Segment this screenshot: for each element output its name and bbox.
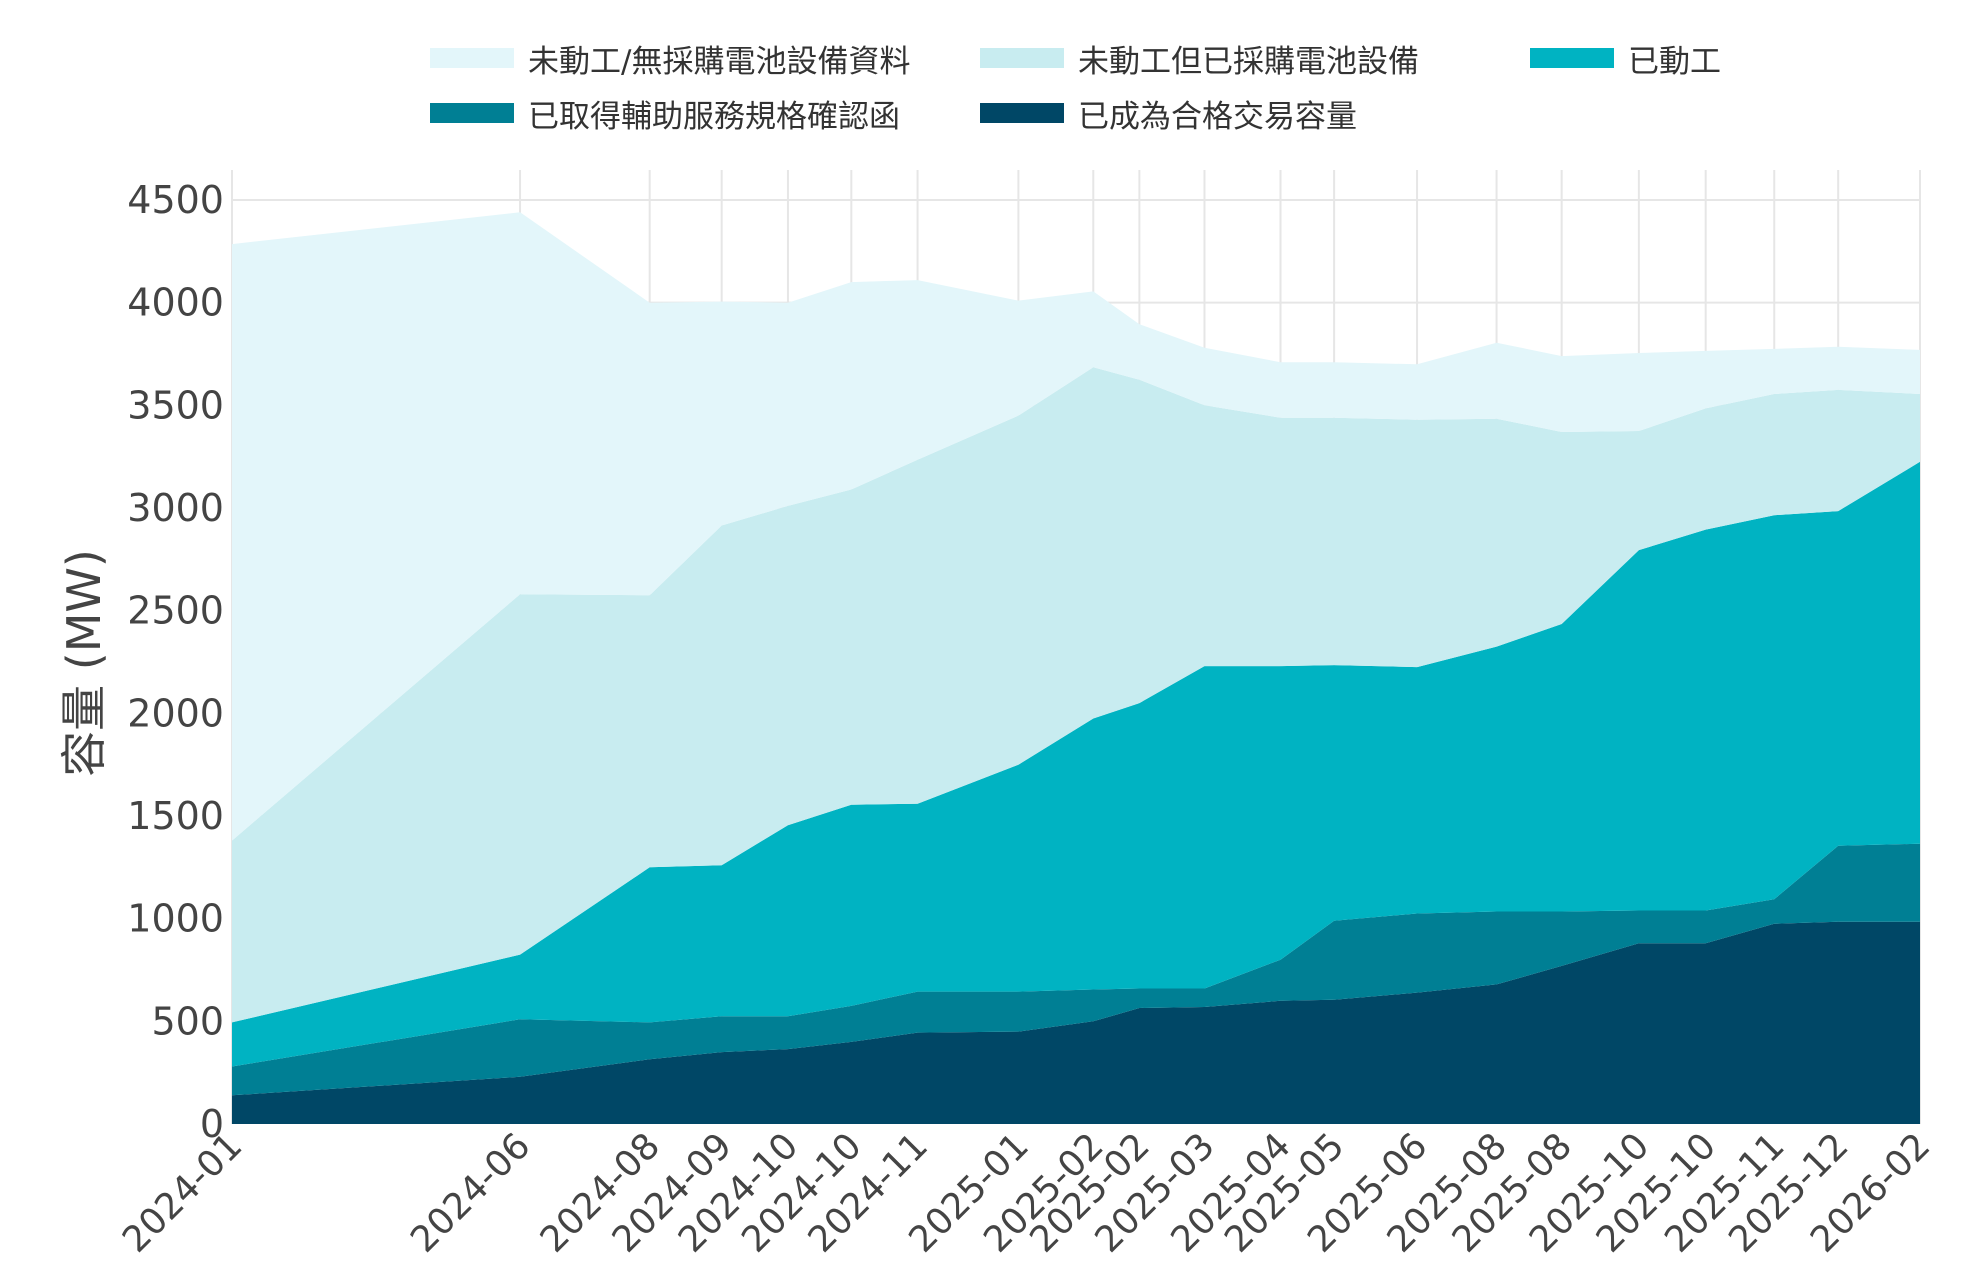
legend-label: 已取得輔助服務規格確認函 xyxy=(528,98,900,135)
legend-item-spec-confirmed[interactable]: 已取得輔助服務規格確認函 xyxy=(430,93,900,135)
y-tick-label-2: 1000 xyxy=(127,897,224,941)
legend-swatch xyxy=(430,48,514,68)
legend-item-qualified[interactable]: 已成為合格交易容量 xyxy=(980,93,1357,135)
y-tick-label-5: 2500 xyxy=(127,589,224,633)
legend-swatch xyxy=(1530,48,1614,68)
series-area-3[interactable] xyxy=(232,367,1920,1023)
legend-label: 已動工 xyxy=(1628,43,1721,80)
y-tick-label-8: 4000 xyxy=(127,281,224,325)
y-tick-label-1: 500 xyxy=(151,999,224,1043)
legend: 未動工/無採購電池設備資料 未動工但已採購電池設備 已動工 已取得輔助服務規格確… xyxy=(0,0,1986,150)
series-area-4[interactable] xyxy=(232,212,1920,841)
y-tick-label-3: 1500 xyxy=(127,794,224,838)
y-tick-label-7: 3500 xyxy=(127,383,224,427)
x-axis-ticks: 2024-01 2024-062024-082024-092024-102024-… xyxy=(115,1125,1938,1260)
legend-swatch xyxy=(980,103,1064,123)
legend-label: 已成為合格交易容量 xyxy=(1078,98,1357,135)
y-tick-label-9: 4500 xyxy=(127,178,224,222)
x-tick-label-0: 2024-01 xyxy=(115,1125,250,1260)
legend-item-unstarted-no-data[interactable]: 未動工/無採購電池設備資料 xyxy=(430,38,911,80)
legend-swatch xyxy=(430,103,514,123)
y-tick-label-4: 2000 xyxy=(127,691,224,735)
legend-label: 未動工但已採購電池設備 xyxy=(1078,43,1419,80)
y-tick-label-0: 0 xyxy=(200,1102,224,1146)
legend-item-started[interactable]: 已動工 xyxy=(1530,38,1721,80)
series-areas xyxy=(232,212,1920,1124)
legend-label: 未動工/無採購電池設備資料 xyxy=(528,43,911,80)
y-axis-ticks: 0 500 1000 1500 2000 2500 3000 3500 4000 4500 xyxy=(127,178,224,1146)
y-axis-label: 容量 (MW) xyxy=(57,549,111,777)
legend-swatch xyxy=(980,48,1064,68)
x-tick-label-1: 2024-06 xyxy=(403,1125,538,1260)
series-area-2[interactable] xyxy=(232,461,1920,1067)
legend-item-unstarted-purchased[interactable]: 未動工但已採購電池設備 xyxy=(980,38,1419,80)
y-tick-label-6: 3000 xyxy=(127,486,224,530)
series-area-1[interactable] xyxy=(232,843,1920,1096)
series-area-0[interactable] xyxy=(232,921,1920,1124)
